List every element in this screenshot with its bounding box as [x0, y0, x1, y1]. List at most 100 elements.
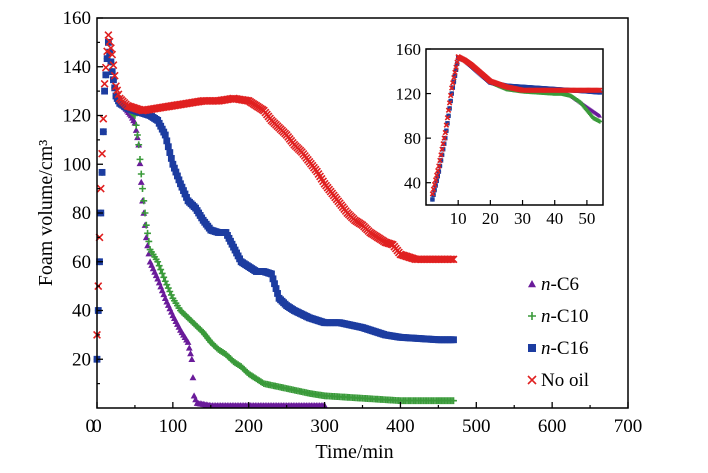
- data-point-n-c16: [161, 131, 169, 139]
- data-point-no-oil: [110, 71, 119, 80]
- legend-item-n-c10: n-C10: [528, 306, 589, 327]
- data-point-n-c16: [271, 280, 278, 288]
- data-point-n-c16: [108, 68, 116, 76]
- inset-series-no-oil: [429, 54, 603, 197]
- data-point-n-c16: [169, 160, 177, 168]
- inset-data-point-no-oil: [432, 177, 439, 183]
- main-plot-data: [93, 31, 458, 409]
- inset-x-tick-label: 40: [546, 209, 563, 228]
- legend-label: No oil: [541, 370, 589, 391]
- x-axis-title: Time/min: [315, 441, 393, 463]
- legend-marker-n-c10: [528, 312, 536, 320]
- inset-data-point-no-oil: [446, 100, 453, 106]
- data-point-n-c6: [136, 160, 144, 167]
- inset-data-point-no-oil: [436, 163, 442, 169]
- data-point-n-c10: [160, 273, 168, 281]
- inset-data-point-no-oil: [444, 114, 451, 121]
- data-point-n-c16: [166, 149, 174, 156]
- data-point-no-oil: [101, 63, 110, 72]
- data-point-n-c16: [177, 180, 184, 188]
- y-tick-label: 140: [63, 57, 92, 78]
- inset-data-point-no-oil: [450, 80, 456, 86]
- legend-marker-n-c6: [528, 280, 536, 288]
- inset-data-point-no-oil: [430, 186, 437, 192]
- data-point-n-c16: [103, 55, 111, 63]
- data-point-n-c10: [136, 155, 144, 163]
- data-point-n-c10: [154, 258, 162, 266]
- data-point-n-c10: [139, 185, 146, 193]
- data-point-n-c10: [132, 121, 140, 129]
- data-point-no-oil: [105, 37, 114, 46]
- data-point-n-c16: [450, 336, 457, 344]
- data-point-n-c6: [144, 242, 151, 249]
- data-point-n-c16: [172, 168, 180, 176]
- data-point-n-c10: [155, 262, 163, 270]
- inset-data-point-no-oil: [451, 74, 457, 81]
- data-point-n-c16: [99, 128, 107, 136]
- x-tick-label: 100: [159, 416, 188, 437]
- x-tick-label: 700: [614, 416, 643, 437]
- inset-data-point-no-oil: [443, 122, 450, 128]
- data-point-n-c10: [135, 141, 143, 149]
- data-point-n-c6: [132, 126, 140, 133]
- data-point-n-c10: [157, 266, 165, 273]
- data-point-n-c16: [102, 71, 110, 79]
- data-point-n-c16: [163, 137, 171, 145]
- data-point-n-c16: [180, 187, 187, 194]
- legend: n-C6 n-C10 n-C16 No oil: [527, 274, 589, 391]
- inset-data-point-no-oil: [445, 107, 452, 114]
- data-point-no-oil: [109, 61, 118, 70]
- data-point-n-c16: [164, 143, 172, 151]
- data-point-n-c16: [274, 290, 281, 297]
- inset-data-point-no-oil: [438, 152, 444, 158]
- data-point-n-c10: [164, 284, 172, 292]
- inset-y-tick-label: 160: [396, 40, 422, 59]
- inset-axes: 10 20 30 40 50 40 80 120 160: [396, 40, 596, 228]
- data-point-n-c16: [178, 183, 186, 191]
- inset-plot: 10 20 30 40 50 40 80 120 160: [396, 40, 604, 228]
- data-point-n-c16: [181, 190, 189, 198]
- inset-data-point-n-c10: [597, 119, 602, 124]
- inset-y-tick-label: 120: [396, 85, 422, 104]
- data-point-n-c16: [170, 164, 178, 172]
- inset-x-tick-label: 50: [578, 209, 595, 228]
- data-point-n-c16: [272, 285, 280, 292]
- data-point-no-oil: [104, 31, 113, 40]
- y-tick-label: 20: [72, 349, 91, 370]
- y-tick-label: 60: [72, 252, 91, 273]
- y-tick-label: 160: [63, 8, 92, 29]
- y-tick-label: 80: [72, 203, 91, 224]
- data-point-no-oil: [106, 44, 115, 53]
- inset-y-tick-label: 80: [404, 129, 421, 148]
- data-point-n-c10: [450, 397, 457, 405]
- inset-x-tick-label: 20: [482, 209, 499, 228]
- data-point-no-oil: [98, 149, 107, 158]
- inset-data-point-no-oil: [441, 135, 448, 141]
- inset-data-point-n-c16: [453, 67, 459, 72]
- inset-data-point-no-oil: [433, 172, 440, 179]
- data-point-n-c10: [137, 170, 145, 178]
- inset-data-point-no-oil: [453, 64, 459, 70]
- data-point-n-c6: [187, 350, 194, 357]
- inset-data-point-no-oil: [447, 92, 454, 99]
- data-point-no-oil: [108, 50, 117, 59]
- data-point-n-c16: [269, 275, 277, 283]
- data-point-n-c6: [189, 374, 197, 381]
- data-point-n-c16: [174, 172, 181, 180]
- data-point-n-c10: [140, 197, 148, 205]
- inset-data-point-no-oil: [429, 191, 436, 197]
- data-point-n-c16: [98, 168, 106, 176]
- y-tick-label: 40: [72, 301, 91, 322]
- data-point-n-c10: [134, 131, 141, 139]
- inset-y-tick-label: 40: [404, 174, 421, 193]
- data-point-no-oil: [99, 114, 108, 123]
- data-point-n-c16: [175, 176, 183, 184]
- main-axes: 0 100 200 300 400 500 600 700204060801001201401…: [35, 8, 642, 463]
- data-point-n-c16: [183, 194, 190, 201]
- y-tick-label: 100: [63, 154, 92, 175]
- inset-data-point-n-c16: [430, 197, 435, 202]
- legend-item-n-c16: n-C16: [528, 338, 589, 359]
- data-point-n-c10: [142, 221, 150, 229]
